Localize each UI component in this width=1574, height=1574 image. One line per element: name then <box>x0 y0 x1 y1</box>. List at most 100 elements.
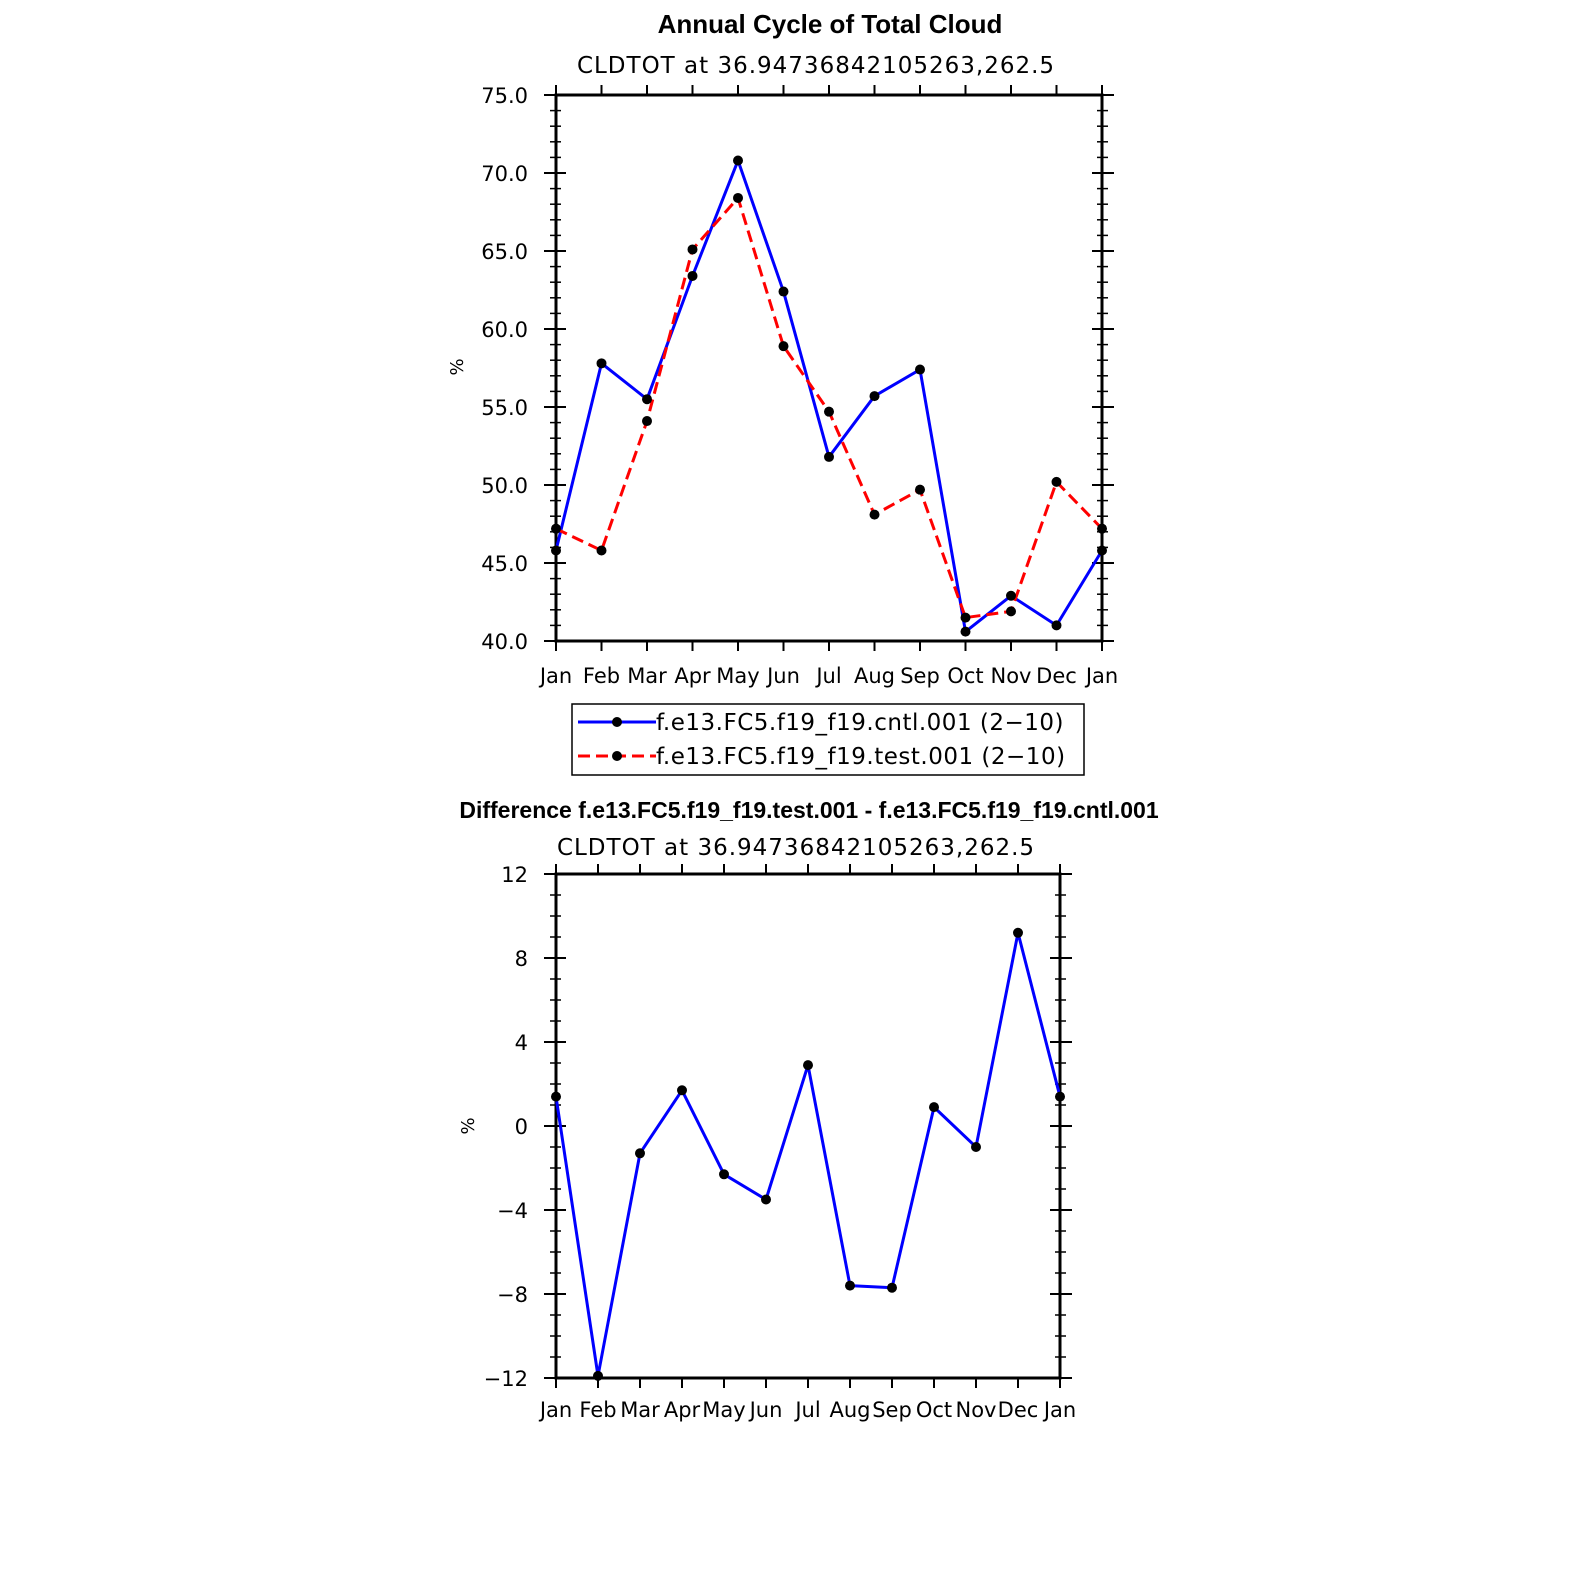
y-axis-label: % <box>458 1117 479 1134</box>
x-tick-label: Apr <box>674 664 711 688</box>
x-tick-label: Jan <box>1084 664 1118 688</box>
data-point <box>687 270 698 281</box>
data-point <box>642 416 652 427</box>
chart-title: Difference f.e13.FC5.f19_f19.test.001 - … <box>459 797 1158 823</box>
y-tick-label: 45.0 <box>481 552 528 576</box>
data-point <box>915 484 925 495</box>
legend-box <box>571 703 1085 776</box>
x-tick-label: Sep <box>900 664 940 688</box>
tick-labels: Jan Feb Mar Apr May Jun Jul Aug Sep Oct Nov Dec Jan 4… <box>481 84 1118 688</box>
data-point <box>635 1148 645 1159</box>
plot-frame <box>554 872 1062 1380</box>
legend-marker-test <box>612 751 622 761</box>
series-line-0 <box>554 931 1062 1378</box>
data-point <box>929 1102 939 1113</box>
data-point <box>642 394 652 405</box>
data-point <box>733 192 743 203</box>
legend-label-test: f.e13.FC5.f19_f19.test.001 (2−10) <box>656 744 1066 770</box>
x-tick-label: Jan <box>1042 1398 1076 1422</box>
data-point <box>1006 590 1016 601</box>
x-tick-label: Mar <box>627 664 667 688</box>
x-tick-label: Feb <box>583 664 620 688</box>
data-point <box>1051 620 1062 631</box>
chart-subtitle: CLDTOT at 36.94736842105263,262.5 <box>557 835 1035 861</box>
annual-cycle-chart: Annual Cycle of Total Cloud CLDTOT at 36… <box>447 9 1118 776</box>
data-point <box>677 1085 687 1096</box>
x-tick-label: Apr <box>664 1398 701 1422</box>
data-point <box>887 1282 897 1293</box>
plot-frame <box>554 93 1104 643</box>
legend-label-cntl: f.e13.FC5.f19_f19.cntl.001 (2−10) <box>656 710 1064 736</box>
series-layer <box>551 155 1107 637</box>
data-point <box>971 1142 981 1152</box>
x-tick-label: Dec <box>998 1398 1039 1422</box>
data-point <box>803 1060 813 1071</box>
y-axis-label: % <box>447 358 468 375</box>
x-tick-label: May <box>716 664 759 688</box>
data-point <box>551 1091 561 1102</box>
data-point <box>551 523 561 534</box>
axis-ticks <box>544 864 1072 1388</box>
data-point <box>596 358 607 369</box>
y-tick-label: 65.0 <box>481 240 528 264</box>
y-tick-label: 12 <box>501 863 528 887</box>
data-point <box>960 626 971 637</box>
axis-ticks <box>544 85 1114 651</box>
data-point <box>1013 927 1023 938</box>
x-tick-label: Feb <box>579 1398 616 1422</box>
x-tick-label: Oct <box>916 1398 952 1422</box>
data-point <box>1097 545 1107 556</box>
chart-title: Annual Cycle of Total Cloud <box>658 9 1003 39</box>
y-tick-label: −12 <box>484 1367 528 1391</box>
y-tick-label: 75.0 <box>481 84 528 108</box>
x-tick-label: Jan <box>538 1398 572 1422</box>
x-tick-label: May <box>702 1398 745 1422</box>
data-point <box>1051 476 1062 487</box>
x-tick-label: Sep <box>872 1398 912 1422</box>
chart-subtitle: CLDTOT at 36.94736842105263,262.5 <box>577 53 1055 79</box>
data-point <box>1006 606 1016 617</box>
data-point <box>719 1169 729 1180</box>
x-tick-label: Jul <box>814 664 841 688</box>
data-point <box>761 1194 771 1205</box>
data-point <box>824 451 834 462</box>
x-tick-label: Jun <box>765 664 800 688</box>
data-point <box>960 612 971 623</box>
x-tick-label: Aug <box>829 1398 870 1422</box>
data-point <box>733 155 743 166</box>
x-tick-label: Jan <box>538 664 572 688</box>
data-point <box>915 364 925 375</box>
x-tick-label: Jul <box>793 1398 820 1422</box>
y-tick-label: 8 <box>515 947 528 971</box>
data-point <box>845 1280 855 1291</box>
x-tick-label: Aug <box>854 664 895 688</box>
data-point <box>1097 523 1107 534</box>
data-point <box>824 406 834 417</box>
data-point <box>551 545 561 556</box>
y-tick-label: 55.0 <box>481 396 528 420</box>
data-point <box>687 244 698 255</box>
y-tick-label: 4 <box>515 1031 528 1055</box>
x-tick-label: Jun <box>748 1398 783 1422</box>
legend: f.e13.FC5.f19_f19.cntl.001 (2−10) f.e13.… <box>571 703 1085 776</box>
legend-marker-cntl <box>612 717 622 727</box>
data-point <box>596 545 607 556</box>
x-tick-label: Dec <box>1036 664 1077 688</box>
y-tick-label: 0 <box>515 1115 528 1139</box>
y-tick-label: 50.0 <box>481 474 528 498</box>
data-point <box>1055 1091 1065 1102</box>
series-line-0 <box>554 159 1104 634</box>
data-point <box>593 1370 603 1381</box>
y-tick-label: 40.0 <box>481 630 528 654</box>
y-tick-label: −4 <box>497 1199 528 1223</box>
y-tick-label: 70.0 <box>481 162 528 186</box>
y-tick-label: −8 <box>497 1283 528 1307</box>
x-tick-label: Mar <box>620 1398 660 1422</box>
data-point <box>778 341 789 352</box>
data-point <box>778 286 789 297</box>
difference-chart: Difference f.e13.FC5.f19_f19.test.001 - … <box>458 797 1159 1422</box>
x-tick-label: Nov <box>956 1398 997 1422</box>
series-layer <box>551 927 1065 1381</box>
x-tick-label: Oct <box>947 664 983 688</box>
